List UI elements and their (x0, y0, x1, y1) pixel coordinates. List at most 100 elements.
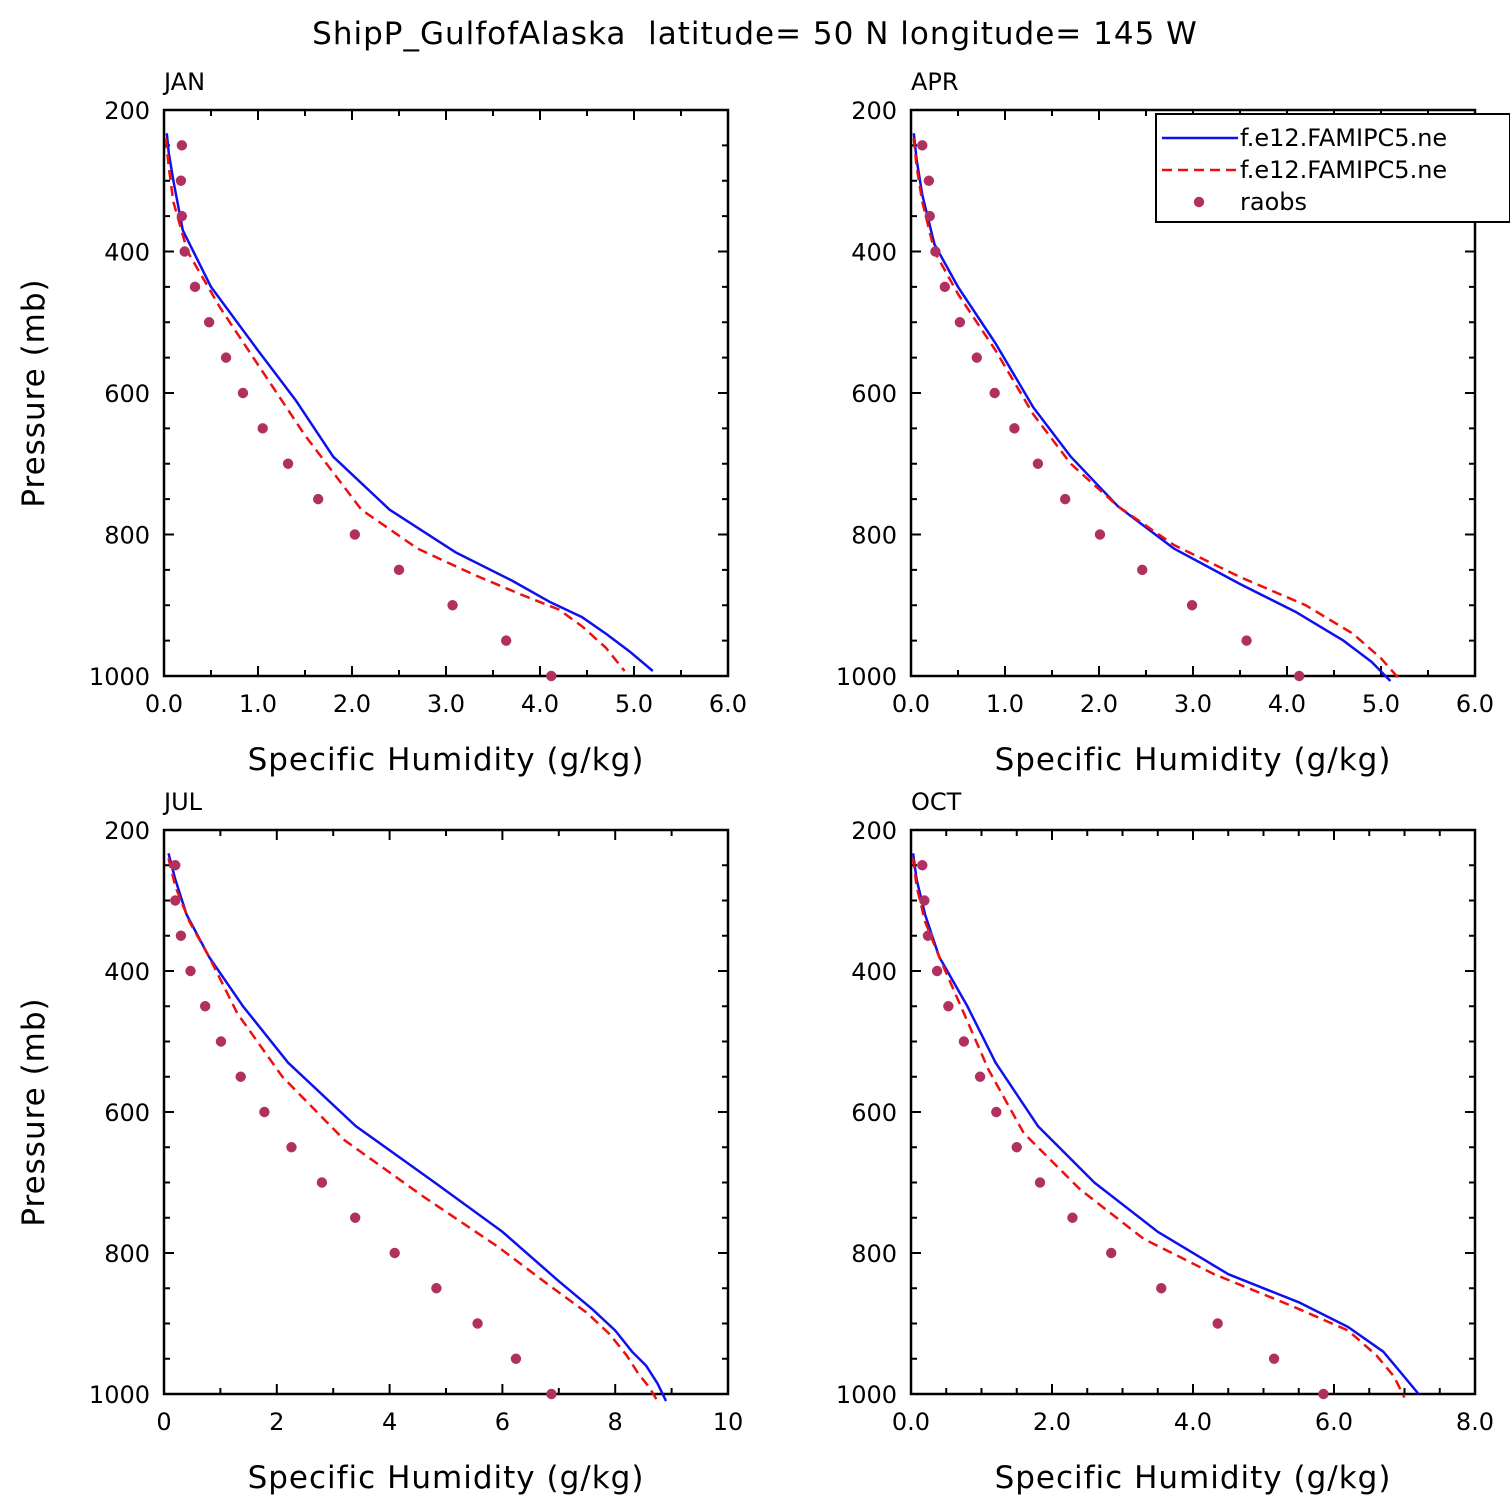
raobs-point (917, 140, 928, 151)
legend: f.e12.FAMIPC5.ne f.e12.FAMIPC5.ne raobs (1155, 113, 1510, 223)
raobs-point (1011, 1142, 1022, 1153)
raobs-point (991, 1106, 1002, 1118)
raobs-point (393, 564, 405, 576)
y-tick-label: 200 (851, 97, 897, 125)
x-tick-label: 3.0 (1174, 690, 1212, 718)
x-tick-label: 2.0 (333, 690, 371, 718)
model-line-solid (165, 133, 654, 672)
raobs-point (170, 860, 181, 871)
raobs-point (917, 860, 928, 871)
y-tick-label: 600 (104, 1099, 150, 1127)
raobs-point (349, 1212, 361, 1223)
raobs-point (923, 175, 935, 186)
raobs-point (1241, 635, 1252, 646)
y-tick-label: 800 (851, 1240, 897, 1268)
raobs-point (175, 930, 187, 941)
x-tick-label: 0 (156, 1408, 171, 1436)
raobs-point (282, 458, 294, 469)
raobs-point (185, 965, 196, 977)
raobs-point (546, 1388, 557, 1400)
x-tick-label: 0.0 (892, 1408, 930, 1436)
y-axis-label: Pressure (mb) (16, 997, 52, 1226)
model-line-dashed (167, 857, 659, 1402)
raobs-point (989, 387, 1000, 399)
x-tick-label: 10 (713, 1408, 744, 1436)
y-tick-label: 800 (104, 1240, 150, 1268)
y-tick-label: 200 (104, 817, 150, 845)
raobs-point (958, 1036, 970, 1047)
x-axis-label: Specific Humidity (g/kg) (995, 1460, 1392, 1496)
raobs-point (1318, 1388, 1329, 1400)
y-tick-label: 800 (104, 522, 150, 550)
raobs-point (176, 210, 188, 222)
x-tick-label: 6.0 (1456, 690, 1494, 718)
y-tick-label: 1000 (836, 663, 897, 691)
y-tick-label: 200 (104, 97, 150, 125)
panel-title: JUL (162, 788, 203, 816)
raobs-point (1137, 564, 1148, 576)
raobs-point (939, 281, 951, 293)
y-tick-label: 400 (104, 958, 150, 986)
x-tick-label: 5.0 (615, 690, 653, 718)
raobs-point (431, 1283, 442, 1294)
x-axis-label: Specific Humidity (g/kg) (248, 1460, 645, 1496)
raobs-point (1032, 458, 1044, 469)
x-tick-label: 0.0 (145, 690, 183, 718)
x-tick-label: 1.0 (986, 690, 1024, 718)
x-tick-label: 4.0 (521, 690, 559, 718)
raobs-point (472, 1318, 483, 1329)
raobs-point (259, 1106, 270, 1118)
panel-title: APR (911, 68, 959, 96)
raobs-point (924, 210, 935, 222)
y-tick-label: 400 (104, 239, 150, 267)
legend-marker-raobs (1193, 196, 1205, 208)
raobs-point (1212, 1318, 1223, 1329)
raobs-point (179, 246, 190, 257)
panel-title: JAN (162, 68, 205, 96)
x-tick-label: 4 (382, 1408, 397, 1436)
raobs-point (389, 1247, 400, 1259)
raobs-point (931, 965, 943, 977)
y-tick-label: 400 (851, 958, 897, 986)
y-tick-label: 200 (851, 817, 897, 845)
x-tick-label: 6 (495, 1408, 510, 1436)
x-tick-label: 2.0 (1080, 690, 1118, 718)
raobs-point (175, 175, 187, 186)
x-tick-label: 4.0 (1268, 690, 1306, 718)
raobs-point (349, 529, 361, 540)
raobs-point (237, 387, 249, 399)
raobs-point (176, 140, 188, 151)
x-tick-label: 6.0 (709, 690, 747, 718)
raobs-point (1294, 670, 1305, 682)
x-axis-label: Specific Humidity (g/kg) (995, 742, 1392, 778)
y-tick-label: 1000 (89, 1381, 150, 1409)
legend-label: f.e12.FAMIPC5.ne (1240, 124, 1447, 152)
model-line-solid (911, 853, 1420, 1395)
raobs-point (1067, 1212, 1078, 1223)
raobs-point (1034, 1177, 1046, 1188)
raobs-point (1094, 529, 1106, 540)
raobs-point (1186, 600, 1198, 611)
raobs-point (286, 1142, 297, 1153)
x-tick-label: 4.0 (1174, 1408, 1212, 1436)
raobs-point (974, 1071, 986, 1082)
raobs-point (1009, 423, 1020, 434)
y-tick-label: 1000 (836, 1381, 897, 1409)
y-axis-label: Pressure (mb) (16, 278, 52, 507)
y-tick-label: 600 (851, 1099, 897, 1127)
raobs-point (170, 895, 181, 906)
panel-oct: 0.0 2.0 4.0 6.0 8.0 200 400 600 800 1000 OCT Specif… (836, 788, 1494, 1496)
y-tick-label: 800 (851, 522, 897, 550)
raobs-point (919, 895, 930, 906)
panel-jul: 0 2 4 6 8 10 200 400 600 800 1000 JUL Specific Humid… (16, 788, 743, 1496)
y-tick-label: 1000 (89, 663, 150, 691)
x-tick-label: 6.0 (1315, 1408, 1353, 1436)
x-tick-label: 8 (608, 1408, 623, 1436)
y-tick-label: 600 (104, 380, 150, 408)
raobs-point (954, 317, 966, 328)
x-tick-label: 2 (269, 1408, 284, 1436)
raobs-point (1106, 1247, 1117, 1259)
legend-label: raobs (1240, 188, 1307, 216)
legend-box (1155, 113, 1510, 223)
